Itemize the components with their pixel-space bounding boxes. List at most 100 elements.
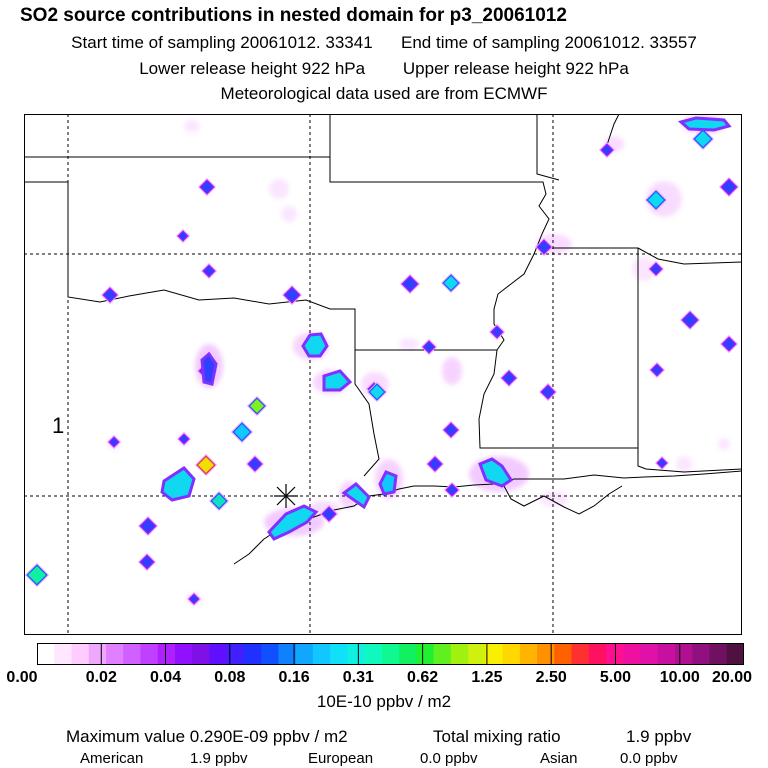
asian-label: Asian: [540, 750, 578, 767]
concentration-cell: [176, 229, 190, 243]
color-scale-cell: [416, 643, 435, 665]
concentration-plume: [200, 351, 218, 386]
concentration-cell: [599, 142, 615, 158]
asian-value: 0.0 ppbv: [620, 750, 678, 767]
concentration-cell: [201, 263, 217, 279]
color-scale-cell: [347, 643, 366, 665]
color-scale-cell: [519, 643, 538, 665]
color-scale-cell: [312, 643, 331, 665]
concentration-cell: [177, 432, 191, 446]
color-scale-label: 2.50: [535, 669, 567, 686]
concentration-cell: [426, 455, 444, 473]
concentration-plume: [301, 332, 329, 358]
concentration-plume: [160, 466, 196, 502]
concentration-cell: [400, 274, 420, 294]
color-scale-cell: [554, 643, 573, 665]
sampling-times: Start time of sampling 20061012. 33341 E…: [0, 33, 768, 53]
color-scale-cell: [537, 643, 555, 665]
color-scale-label: 20.00: [711, 669, 753, 686]
color-scale-cell: [88, 643, 107, 665]
color-scale-cell: [726, 643, 744, 665]
total-mixing-value: 1.9 ppbv: [626, 727, 692, 746]
concentration-cell: [645, 189, 667, 211]
concentration-plume: [478, 457, 514, 488]
american-value: 1.9 ppbv: [190, 750, 248, 767]
concentration-cell: [692, 128, 714, 150]
color-scale-cell: [157, 643, 176, 665]
color-scale-label: 0.04: [149, 669, 182, 686]
concentration-cell: [282, 285, 302, 305]
concentration-cell: [25, 563, 49, 587]
concentration-plume: [341, 482, 371, 510]
color-scale-cell: [657, 643, 676, 665]
european-label: European: [308, 750, 374, 767]
color-scale-cell: [399, 643, 417, 665]
concentration-cell: [500, 369, 518, 387]
color-scale-bar: [37, 643, 744, 665]
units-label: 10E-10 ppbv / m2: [316, 692, 452, 711]
color-scale-cell: [588, 643, 607, 665]
color-scale-cell: [295, 643, 314, 665]
concentration-cell: [195, 454, 217, 476]
color-scale-cell: [71, 643, 90, 665]
concentration-cell: [247, 396, 267, 416]
upper-release-height: Upper release height 922 hPa: [402, 59, 629, 78]
concentration-cell: [535, 238, 553, 256]
lower-release-height: Lower release height 922 hPa: [139, 59, 366, 78]
color-scale-cell: [450, 643, 469, 665]
concentration-cell: [138, 553, 156, 571]
page-title: SO2 source contributions in nested domai…: [20, 5, 567, 26]
color-scale-cell: [381, 643, 400, 665]
color-scale-cell: [174, 643, 193, 665]
concentration-cell: [138, 516, 158, 536]
concentration-plume: [677, 116, 732, 132]
color-scale-label: 0.31: [342, 669, 374, 686]
concentration-cell: [367, 382, 387, 402]
color-scale-label: 0.00: [6, 669, 38, 686]
total-mixing-label: Total mixing ratio: [433, 727, 561, 746]
european-value: 0.0 ppbv: [420, 750, 478, 767]
color-scale-cell: [209, 643, 228, 665]
concentration-cell: [421, 339, 437, 355]
color-scale-cell: [675, 643, 693, 665]
concentration-cell: [198, 178, 216, 196]
star-marker-icon: [274, 484, 298, 508]
concentration-cell: [680, 310, 700, 330]
concentration-cell: [187, 592, 201, 606]
color-scale-label: 0.08: [214, 669, 246, 686]
concentration-cell: [231, 421, 253, 443]
color-scale-cell: [468, 643, 486, 665]
concentration-blobs: [25, 116, 739, 606]
color-scale-cell: [485, 643, 504, 665]
concentration-plume: [378, 470, 398, 496]
color-scale-cell: [261, 643, 280, 665]
concentration-cell: [655, 456, 669, 470]
color-scale-cell: [123, 643, 142, 665]
color-scale-cell: [433, 643, 452, 665]
concentration-cell: [246, 455, 264, 473]
color-scale-tick-marks: [37, 643, 744, 665]
color-scale-label: 0.62: [407, 669, 439, 686]
color-scale-cell: [37, 643, 55, 665]
color-scale-cell: [640, 643, 659, 665]
max-value: Maximum value 0.290E-09 ppbv / m2: [66, 727, 348, 746]
color-scale-cell: [502, 643, 521, 665]
concentration-cell: [320, 505, 338, 523]
color-scale-label: 5.00: [599, 669, 632, 686]
concentration-cell: [209, 491, 229, 511]
concentration-cell: [442, 421, 460, 439]
color-scale-cell: [243, 643, 262, 665]
end-time: End time of sampling 20061012. 33557: [401, 33, 697, 52]
concentration-cell: [719, 177, 739, 197]
concentration-cell: [444, 482, 460, 498]
concentration-plume: [322, 369, 353, 392]
color-scale-cell: [692, 643, 711, 665]
start-time: Start time of sampling 20061012. 33341: [71, 33, 373, 52]
concentration-cell: [649, 362, 665, 378]
map-frame: [24, 114, 742, 635]
concentration-cell: [107, 435, 121, 449]
color-scale-cell: [192, 643, 211, 665]
region-label: 1: [52, 413, 65, 438]
color-scale-cell: [571, 643, 590, 665]
color-scale-cell: [364, 643, 383, 665]
